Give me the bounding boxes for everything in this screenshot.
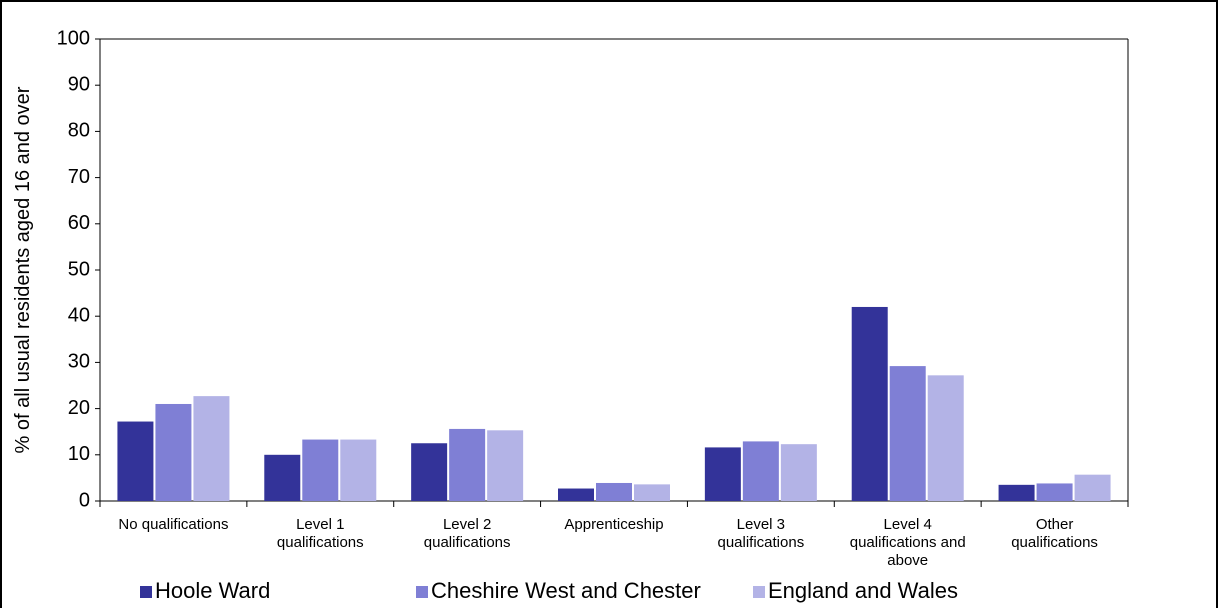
x-tick-label: Level 1 qualifications bbox=[277, 516, 364, 551]
bar bbox=[596, 482, 632, 501]
y-tick-label: 100 bbox=[57, 27, 90, 49]
x-tick-label: No qualifications bbox=[118, 516, 228, 533]
y-tick-label: 10 bbox=[68, 443, 90, 465]
legend-swatch bbox=[140, 586, 152, 598]
bar bbox=[449, 428, 486, 501]
x-tick-label: Level 4 qualifications and above bbox=[850, 516, 966, 569]
bar bbox=[704, 447, 741, 501]
y-axis-label: % of all usual residents aged 16 and ove… bbox=[12, 86, 34, 453]
y-tick-label: 60 bbox=[68, 212, 90, 234]
y-tick-label: 30 bbox=[68, 351, 90, 373]
bar bbox=[1036, 483, 1073, 501]
x-tick-label: Other qualifications bbox=[1011, 516, 1098, 551]
bar bbox=[117, 421, 154, 501]
bar bbox=[927, 375, 964, 501]
bar bbox=[634, 484, 670, 501]
y-tick-label: 50 bbox=[68, 258, 90, 280]
y-tick-label: 90 bbox=[68, 73, 90, 95]
bar bbox=[264, 454, 301, 501]
y-tick-label: 0 bbox=[79, 489, 90, 511]
bar bbox=[998, 484, 1035, 501]
bar bbox=[780, 444, 817, 501]
y-tick-label: 80 bbox=[68, 120, 90, 142]
x-tick-label: Level 2 qualifications bbox=[424, 516, 511, 551]
bar bbox=[302, 439, 339, 501]
x-tick-label: Apprenticeship bbox=[564, 516, 663, 533]
bar bbox=[340, 439, 377, 501]
bar bbox=[193, 396, 230, 501]
bar bbox=[558, 488, 594, 501]
bar bbox=[487, 430, 524, 501]
legend-label: England and Wales bbox=[768, 578, 958, 603]
y-tick-label: 20 bbox=[68, 397, 90, 419]
bar bbox=[889, 366, 926, 501]
bar bbox=[155, 403, 192, 501]
bar bbox=[411, 443, 448, 501]
bar bbox=[1074, 474, 1111, 501]
y-tick-label: 70 bbox=[68, 166, 90, 188]
legend-label: Cheshire West and Chester bbox=[431, 578, 701, 603]
bar bbox=[742, 441, 779, 501]
x-tick-label: Level 3 qualifications bbox=[717, 516, 804, 551]
legend-swatch bbox=[416, 586, 428, 598]
legend-swatch bbox=[753, 586, 765, 598]
bar bbox=[851, 306, 888, 501]
legend-label: Hoole Ward bbox=[155, 578, 270, 603]
y-tick-label: 40 bbox=[68, 304, 90, 326]
